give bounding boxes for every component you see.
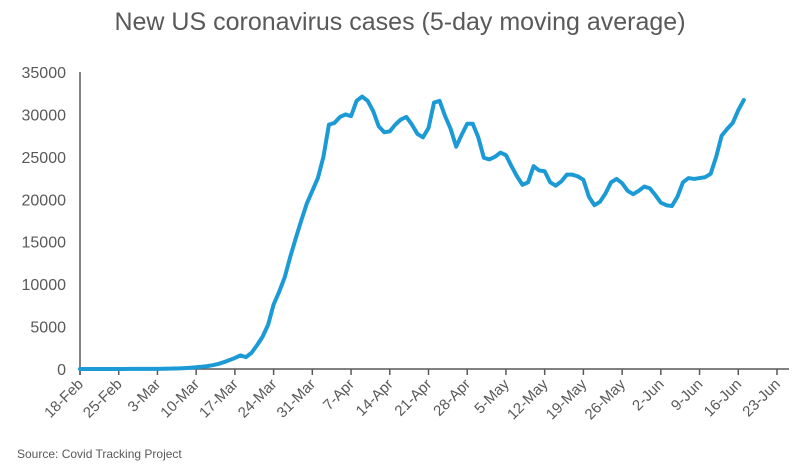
y-tick-label: 10000	[22, 277, 67, 294]
x-tick-label: 14-Apr	[353, 376, 397, 420]
x-tick-label: 18-Feb	[41, 376, 87, 422]
y-tick-label: 20000	[22, 192, 67, 209]
x-tick-label: 26-May	[582, 375, 630, 423]
x-tick-label: 31-Mar	[274, 376, 320, 422]
y-tick-label: 35000	[22, 65, 67, 82]
y-tick-label: 25000	[22, 150, 67, 167]
x-tick-label: 10-Mar	[157, 376, 203, 422]
y-tick-label: 5000	[30, 320, 66, 337]
x-tick-label: 2-Jun	[629, 376, 668, 415]
x-tick-label: 21-Apr	[391, 376, 435, 420]
y-tick-label: 0	[57, 362, 66, 379]
chart-title: New US coronavirus cases (5-day moving a…	[114, 8, 686, 36]
x-tick-label: 28-Apr	[430, 376, 474, 420]
x-tick-label: 12-May	[504, 375, 552, 423]
source-note: Source: Covid Tracking Project	[17, 447, 182, 461]
x-tick-label: 23-Jun	[739, 376, 783, 420]
x-tick-label: 19-May	[543, 375, 591, 423]
x-tick-label: 17-Mar	[196, 376, 242, 422]
y-tick-label: 30000	[22, 107, 67, 124]
series-line-new-cases	[78, 94, 746, 371]
y-tick-label: 15000	[22, 235, 67, 252]
x-tick-label: 24-Mar	[235, 376, 281, 422]
x-tick-label: 25-Feb	[80, 376, 126, 422]
x-tick-label: 16-Jun	[701, 376, 745, 420]
y-axis-ticks: 0 5000 10000 15000 20000 25000 30000 35000	[22, 65, 67, 379]
